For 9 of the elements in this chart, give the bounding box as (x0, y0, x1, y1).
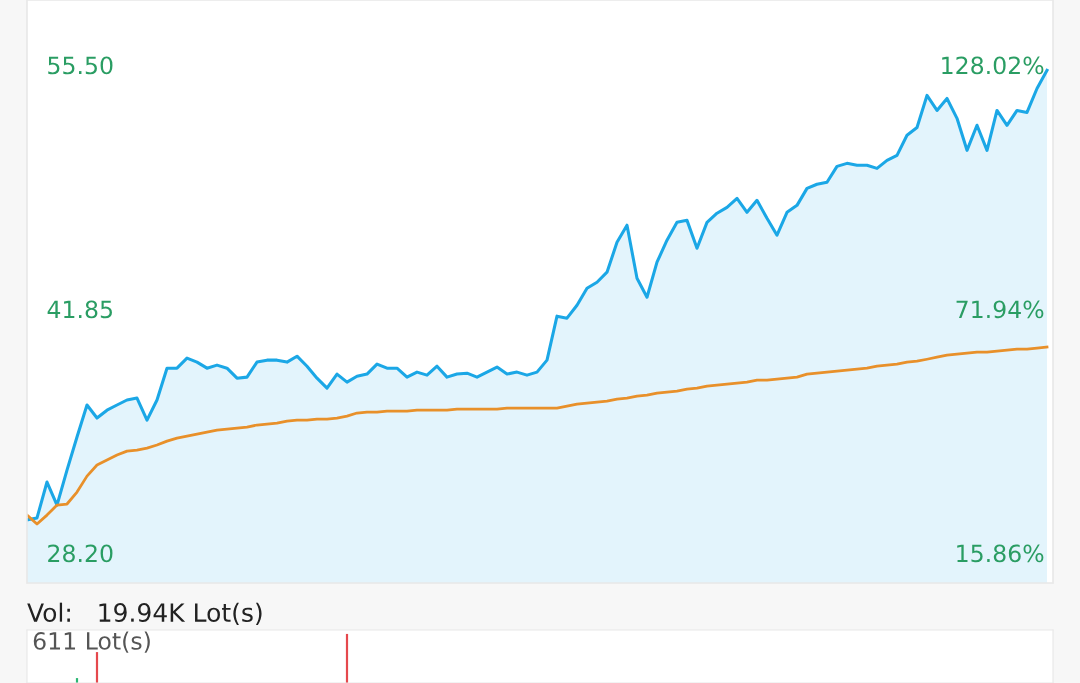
line-series (27, 345, 1049, 526)
annotation: 611 Lot(s) (33, 631, 150, 653)
y2-tick-label: 71.94% (956, 300, 1044, 319)
y-tick-label: 55.50 (48, 56, 113, 75)
y2-tick-label: 128.02% (942, 56, 1044, 75)
chart-title: Vol: 19.94K Lot(s) (27, 602, 262, 625)
y-tick-label: 28.20 (48, 544, 113, 563)
y-tick-label: 41.85 (47, 300, 112, 319)
y2-tick-label: 15.86% (957, 544, 1044, 563)
